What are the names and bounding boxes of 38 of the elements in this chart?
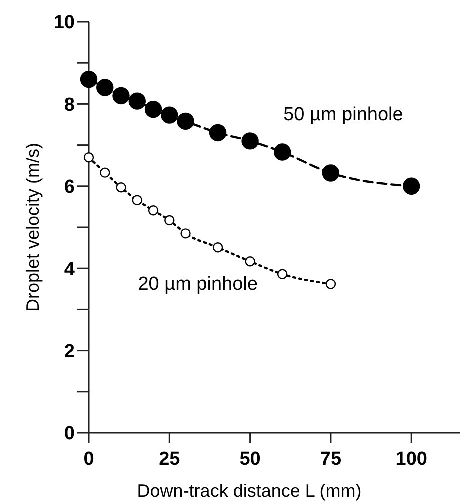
y-tick-label: 8 [64, 94, 75, 116]
y-tick-label: 10 [54, 12, 75, 34]
point [164, 215, 175, 226]
point [180, 228, 191, 239]
x-tick-label: 75 [320, 449, 342, 470]
point [148, 206, 159, 216]
point [96, 79, 114, 96]
point [128, 92, 146, 110]
y-tick-label: 2 [64, 341, 75, 362]
x-tick-label: 0 [84, 449, 94, 470]
point [116, 182, 126, 193]
point [212, 242, 224, 253]
series-label: 50 µm pinhole [284, 104, 404, 126]
point [112, 87, 130, 105]
point [132, 195, 142, 206]
point [277, 269, 288, 280]
point [322, 164, 340, 182]
point [161, 106, 178, 124]
point [326, 279, 336, 290]
point [245, 256, 256, 267]
series-label: 20 µm pinhole [138, 274, 258, 296]
point [100, 168, 110, 178]
point [274, 144, 292, 161]
point [403, 178, 420, 195]
x-axis-title: Down-track distance L (mm) [137, 481, 362, 501]
point [177, 112, 194, 130]
point [80, 70, 98, 88]
point [144, 100, 162, 118]
y-tick-label: 0 [64, 424, 75, 445]
point [84, 152, 94, 163]
point [209, 124, 227, 142]
x-tick-label: 100 [396, 449, 428, 470]
x-tick-label: 25 [159, 449, 181, 470]
y-axis-title: Droplet velocity (m/s) [23, 142, 43, 312]
x-tick-label: 50 [240, 449, 261, 470]
y-tick-label: 4 [64, 259, 76, 280]
y-tick-label: 6 [64, 177, 75, 198]
point [242, 132, 259, 150]
